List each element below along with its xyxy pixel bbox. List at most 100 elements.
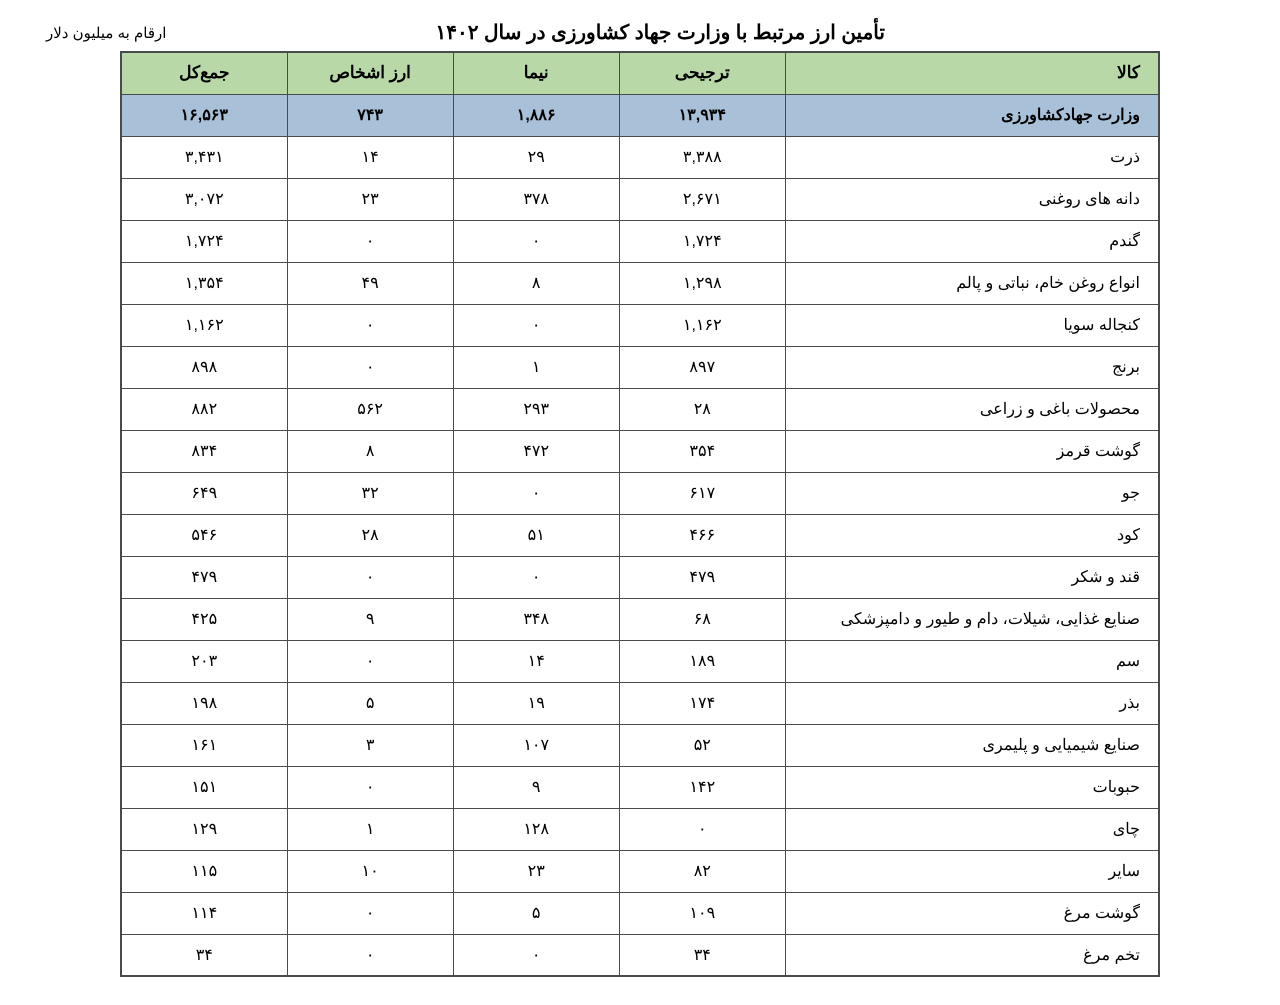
row-name: گوشت قرمز (785, 430, 1159, 472)
row-tarjihi: ۶۱۷ (619, 472, 785, 514)
table-row: گندم۱,۷۲۴۰۰۱,۷۲۴ (121, 220, 1159, 262)
row-nima: ۰ (453, 556, 619, 598)
row-nima: ۰ (453, 220, 619, 262)
table-row: قند و شکر۴۷۹۰۰۴۷۹ (121, 556, 1159, 598)
row-tarjihi: ۲,۶۷۱ (619, 178, 785, 220)
summary-nima: ۱,۸۸۶ (453, 94, 619, 136)
row-ashkhas: ۲۳ (287, 178, 453, 220)
row-total: ۸۸۲ (121, 388, 287, 430)
row-name: سم (785, 640, 1159, 682)
row-total: ۱,۷۲۴ (121, 220, 287, 262)
table-row: انواع روغن خام، نباتی و پالم۱,۲۹۸۸۴۹۱,۳۵… (121, 262, 1159, 304)
summary-name: وزارت جهادکشاورزی (785, 94, 1159, 136)
col-header-nima: نیما (453, 52, 619, 94)
row-total: ۱۱۵ (121, 850, 287, 892)
row-total: ۱۵۱ (121, 766, 287, 808)
row-total: ۱۲۹ (121, 808, 287, 850)
page-title: تأمین ارز مرتبط با وزارت جهاد کشاورزی در… (166, 20, 1154, 45)
table-row: چای۰۱۲۸۱۱۲۹ (121, 808, 1159, 850)
row-nima: ۳۷۸ (453, 178, 619, 220)
table-row: سایر۸۲۲۳۱۰۱۱۵ (121, 850, 1159, 892)
row-tarjihi: ۶۸ (619, 598, 785, 640)
row-total: ۴۲۵ (121, 598, 287, 640)
row-name: انواع روغن خام، نباتی و پالم (785, 262, 1159, 304)
table-row: گوشت مرغ۱۰۹۵۰۱۱۴ (121, 892, 1159, 934)
row-nima: ۲۹ (453, 136, 619, 178)
row-tarjihi: ۰ (619, 808, 785, 850)
row-ashkhas: ۰ (287, 766, 453, 808)
row-nima: ۰ (453, 304, 619, 346)
row-name: تخم مرغ (785, 934, 1159, 976)
row-ashkhas: ۰ (287, 556, 453, 598)
row-name: قند و شکر (785, 556, 1159, 598)
row-total: ۱۱۴ (121, 892, 287, 934)
row-tarjihi: ۱۸۹ (619, 640, 785, 682)
row-tarjihi: ۵۲ (619, 724, 785, 766)
row-tarjihi: ۱,۲۹۸ (619, 262, 785, 304)
row-total: ۴۷۹ (121, 556, 287, 598)
row-nima: ۱۹ (453, 682, 619, 724)
row-name: صنایع غذایی، شیلات، دام و طیور و دامپزشک… (785, 598, 1159, 640)
row-total: ۱۶۱ (121, 724, 287, 766)
row-nima: ۱۰۷ (453, 724, 619, 766)
row-ashkhas: ۲۸ (287, 514, 453, 556)
table-row: صنایع شیمیایی و پلیمری۵۲۱۰۷۳۱۶۱ (121, 724, 1159, 766)
row-ashkhas: ۰ (287, 892, 453, 934)
row-tarjihi: ۲۸ (619, 388, 785, 430)
row-nima: ۱ (453, 346, 619, 388)
row-nima: ۰ (453, 934, 619, 976)
table-row: بذر۱۷۴۱۹۵۱۹۸ (121, 682, 1159, 724)
summary-total: ۱۶,۵۶۳ (121, 94, 287, 136)
allocation-table: کالا ترجیحی نیما ارز اشخاص جمع‌کل وزارت … (120, 51, 1160, 977)
row-total: ۱۹۸ (121, 682, 287, 724)
summary-row: وزارت جهادکشاورزی۱۳,۹۳۴۱,۸۸۶۷۴۳۱۶,۵۶۳ (121, 94, 1159, 136)
row-tarjihi: ۱,۱۶۲ (619, 304, 785, 346)
row-tarjihi: ۱,۷۲۴ (619, 220, 785, 262)
row-ashkhas: ۰ (287, 640, 453, 682)
table-row: سم۱۸۹۱۴۰۲۰۳ (121, 640, 1159, 682)
table-row: صنایع غذایی، شیلات، دام و طیور و دامپزشک… (121, 598, 1159, 640)
row-name: محصولات باغی و زراعی (785, 388, 1159, 430)
table-row: تخم مرغ۳۴۰۰۳۴ (121, 934, 1159, 976)
row-total: ۳,۰۷۲ (121, 178, 287, 220)
row-nima: ۴۷۲ (453, 430, 619, 472)
row-nima: ۲۳ (453, 850, 619, 892)
row-name: ذرت (785, 136, 1159, 178)
row-name: صنایع شیمیایی و پلیمری (785, 724, 1159, 766)
row-ashkhas: ۰ (287, 346, 453, 388)
table-row: کود۴۶۶۵۱۲۸۵۴۶ (121, 514, 1159, 556)
row-tarjihi: ۴۷۹ (619, 556, 785, 598)
row-total: ۱,۳۵۴ (121, 262, 287, 304)
row-tarjihi: ۱۷۴ (619, 682, 785, 724)
table-row: جو۶۱۷۰۳۲۶۴۹ (121, 472, 1159, 514)
row-ashkhas: ۴۹ (287, 262, 453, 304)
row-ashkhas: ۰ (287, 934, 453, 976)
row-name: جو (785, 472, 1159, 514)
table-row: حبوبات۱۴۲۹۰۱۵۱ (121, 766, 1159, 808)
table-row: محصولات باغی و زراعی۲۸۲۹۳۵۶۲۸۸۲ (121, 388, 1159, 430)
col-header-commodity: کالا (785, 52, 1159, 94)
row-tarjihi: ۴۶۶ (619, 514, 785, 556)
row-total: ۸۳۴ (121, 430, 287, 472)
row-name: بذر (785, 682, 1159, 724)
row-name: چای (785, 808, 1159, 850)
unit-note: ارقام به میلیون دلار (46, 24, 166, 42)
row-tarjihi: ۳۵۴ (619, 430, 785, 472)
row-name: گوشت مرغ (785, 892, 1159, 934)
row-nima: ۸ (453, 262, 619, 304)
row-total: ۱,۱۶۲ (121, 304, 287, 346)
row-ashkhas: ۱ (287, 808, 453, 850)
table-row: کنجاله سویا۱,۱۶۲۰۰۱,۱۶۲ (121, 304, 1159, 346)
row-nima: ۱۴ (453, 640, 619, 682)
row-ashkhas: ۱۴ (287, 136, 453, 178)
row-total: ۳۴ (121, 934, 287, 976)
row-ashkhas: ۳ (287, 724, 453, 766)
table-header-row: کالا ترجیحی نیما ارز اشخاص جمع‌کل (121, 52, 1159, 94)
table-row: ذرت۳,۳۸۸۲۹۱۴۳,۴۳۱ (121, 136, 1159, 178)
table-row: دانه های روغنی۲,۶۷۱۳۷۸۲۳۳,۰۷۲ (121, 178, 1159, 220)
row-nima: ۵ (453, 892, 619, 934)
row-name: کود (785, 514, 1159, 556)
row-ashkhas: ۰ (287, 220, 453, 262)
row-name: برنج (785, 346, 1159, 388)
row-total: ۶۴۹ (121, 472, 287, 514)
